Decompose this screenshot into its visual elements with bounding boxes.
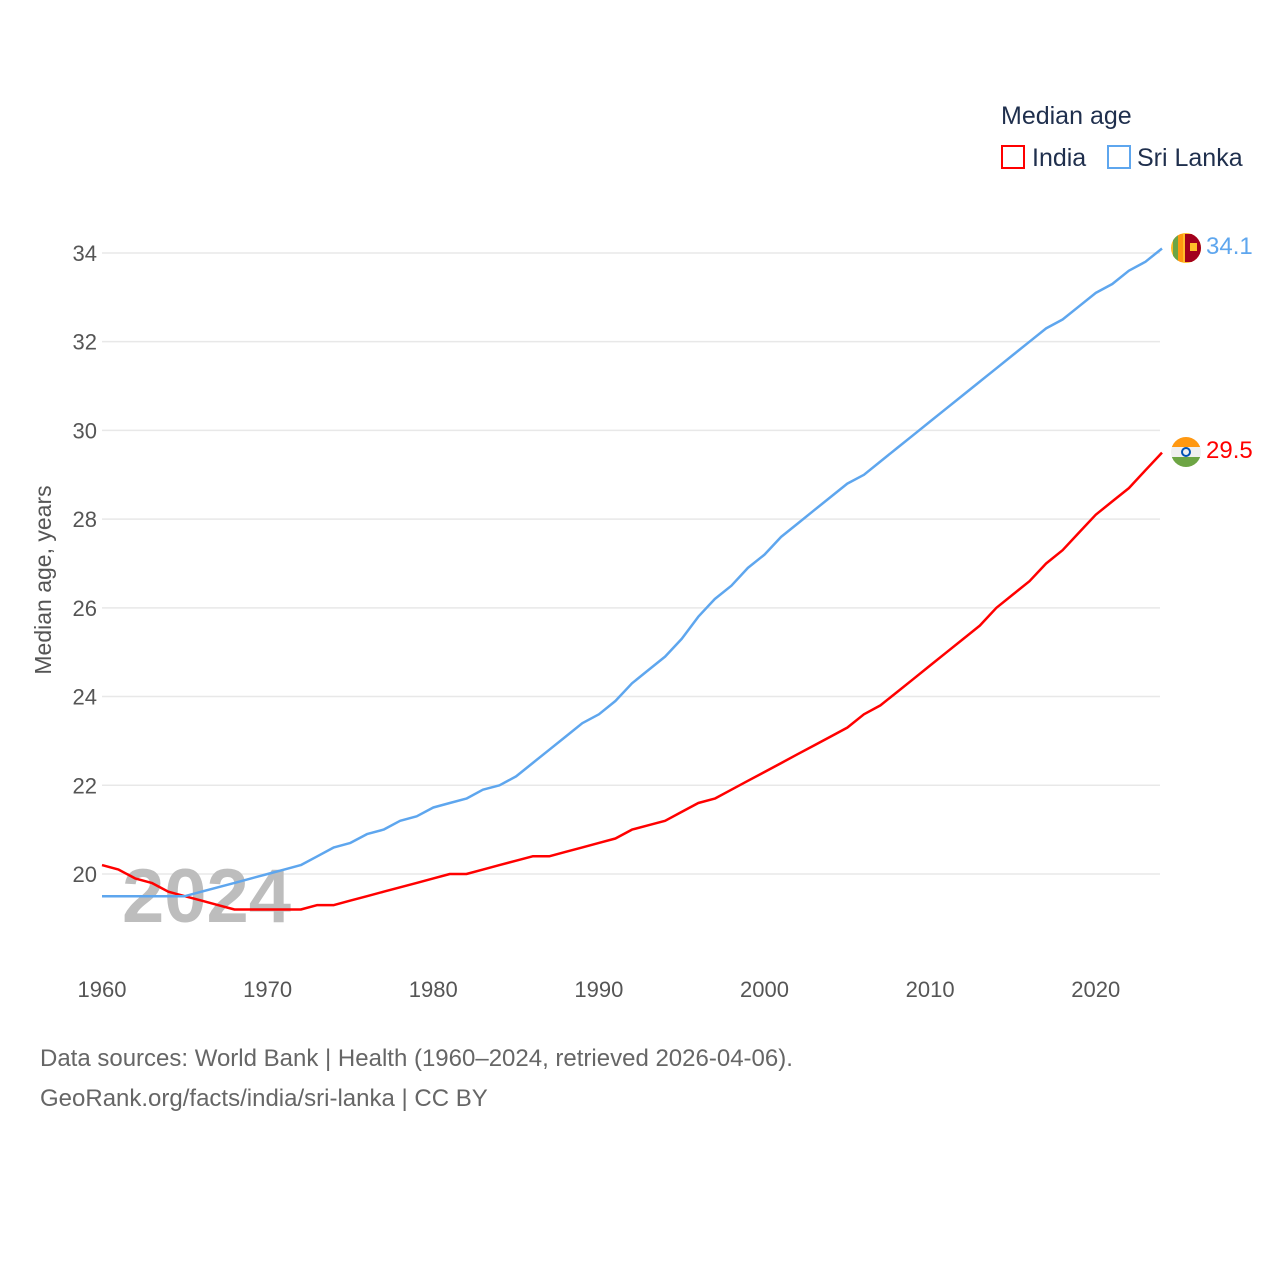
source-link[interactable]: GeoRank.org/facts/india/sri-lanka | CC B… xyxy=(40,1085,488,1112)
legend-item-sri-lanka[interactable]: Sri Lanka xyxy=(1107,144,1243,172)
y-tick-label: 30 xyxy=(73,418,97,443)
india-flag-icon xyxy=(1171,437,1201,467)
y-tick-label: 34 xyxy=(73,241,97,266)
y-tick-label: 28 xyxy=(73,507,97,532)
end-label-india: 29.5 xyxy=(1206,437,1253,464)
y-tick-label: 32 xyxy=(73,330,97,355)
end-label-sri-lanka: 34.1 xyxy=(1206,233,1253,260)
source-note: Data sources: World Bank | Health (1960–… xyxy=(40,1045,793,1072)
x-tick-label: 1970 xyxy=(243,977,292,1002)
series-line-india xyxy=(101,451,1163,911)
y-axis-label: Median age, years xyxy=(30,485,56,674)
x-tick-label: 2010 xyxy=(906,977,955,1002)
y-tick-label: 20 xyxy=(73,862,97,887)
legend-title: Median age xyxy=(1001,102,1132,130)
x-tick-label: 1960 xyxy=(78,977,127,1002)
legend-item-india[interactable]: India xyxy=(1001,144,1086,172)
x-tick-label: 1990 xyxy=(574,977,623,1002)
legend-label-india: India xyxy=(1032,144,1086,172)
y-tick-label: 26 xyxy=(73,596,97,621)
legend-swatch-india xyxy=(1001,145,1025,169)
x-tick-label: 1980 xyxy=(409,977,458,1002)
series-line-sri-lanka xyxy=(102,247,1163,898)
y-tick-label: 24 xyxy=(73,685,97,710)
y-tick-label: 22 xyxy=(73,773,97,798)
x-tick-label: 2020 xyxy=(1071,977,1120,1002)
legend-label-sri-lanka: Sri Lanka xyxy=(1137,144,1243,172)
sri-lanka-flag-icon xyxy=(1171,233,1201,263)
legend-swatch-sri-lanka xyxy=(1107,145,1131,169)
x-tick-label: 2000 xyxy=(740,977,789,1002)
